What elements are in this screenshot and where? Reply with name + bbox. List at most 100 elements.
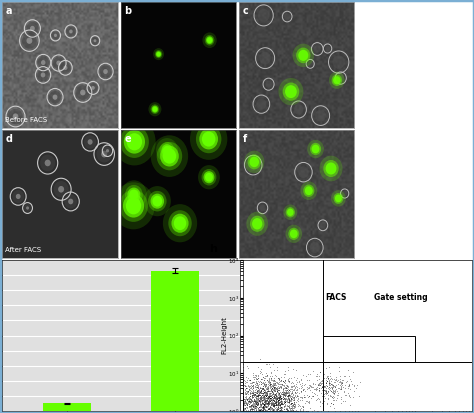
Point [271, 382, 278, 388]
Point [273, 396, 281, 403]
Point [254, 405, 261, 411]
Circle shape [202, 131, 216, 147]
Point [271, 391, 278, 398]
Point [260, 405, 267, 411]
Point [248, 382, 255, 389]
Point [315, 381, 322, 388]
Point [246, 399, 254, 405]
Point [333, 377, 341, 384]
Point [267, 408, 275, 413]
Point [281, 390, 289, 397]
Point [255, 395, 262, 402]
Point [323, 365, 330, 371]
Point [279, 408, 287, 413]
Point [243, 408, 250, 413]
Point [324, 383, 331, 390]
Point [275, 389, 283, 396]
Point [262, 408, 270, 413]
Point [255, 396, 263, 403]
Point [287, 405, 295, 411]
Point [267, 408, 274, 413]
Point [271, 393, 278, 400]
Point [287, 405, 295, 412]
Point [275, 387, 283, 394]
Point [278, 408, 285, 413]
Point [245, 397, 252, 404]
Point [245, 398, 252, 404]
Point [290, 391, 297, 397]
Point [260, 408, 267, 413]
Point [291, 408, 298, 413]
Point [258, 408, 265, 413]
Point [241, 402, 248, 409]
Point [280, 396, 287, 403]
Point [239, 404, 247, 411]
Point [261, 402, 268, 409]
Point [274, 405, 282, 411]
Point [281, 378, 288, 385]
Point [270, 408, 278, 413]
Circle shape [53, 95, 57, 100]
Point [275, 397, 283, 404]
Point [241, 408, 248, 413]
Point [257, 389, 264, 396]
Point [312, 386, 320, 393]
Point [279, 378, 286, 385]
Point [287, 382, 294, 389]
Point [283, 406, 290, 412]
Point [254, 404, 261, 411]
Point [251, 408, 259, 413]
Point [259, 404, 266, 411]
Point [287, 385, 294, 392]
Point [284, 391, 292, 398]
Point [244, 388, 251, 394]
Point [257, 394, 265, 401]
Point [255, 378, 263, 385]
Point [267, 376, 275, 382]
Point [245, 391, 252, 397]
Point [262, 392, 269, 399]
Point [265, 382, 273, 388]
Point [279, 392, 286, 399]
Point [253, 401, 261, 407]
Point [261, 408, 269, 413]
Point [276, 407, 283, 413]
Point [239, 401, 247, 408]
Point [297, 388, 304, 395]
Point [266, 398, 274, 404]
Circle shape [156, 51, 161, 57]
Point [278, 404, 285, 410]
Point [244, 408, 252, 413]
Point [277, 405, 285, 412]
Point [259, 371, 266, 377]
Point [264, 392, 272, 399]
Point [239, 396, 247, 403]
Point [277, 404, 284, 411]
Point [319, 378, 326, 385]
Point [267, 401, 274, 408]
Point [239, 408, 247, 413]
Point [308, 389, 315, 396]
Point [247, 382, 255, 389]
Point [338, 376, 346, 383]
Point [277, 408, 285, 413]
Point [249, 404, 257, 411]
Point [262, 398, 269, 405]
Point [239, 408, 247, 413]
Point [261, 397, 269, 404]
Point [245, 408, 253, 413]
Point [274, 408, 282, 413]
Point [293, 393, 301, 400]
Point [340, 388, 348, 395]
Circle shape [246, 212, 268, 236]
Point [268, 385, 275, 391]
Point [345, 373, 353, 380]
Point [260, 408, 268, 413]
Point [296, 403, 304, 409]
Point [269, 408, 277, 413]
Point [274, 394, 282, 400]
Point [294, 408, 302, 413]
Point [282, 388, 289, 395]
Point [280, 395, 288, 402]
Point [332, 381, 339, 388]
